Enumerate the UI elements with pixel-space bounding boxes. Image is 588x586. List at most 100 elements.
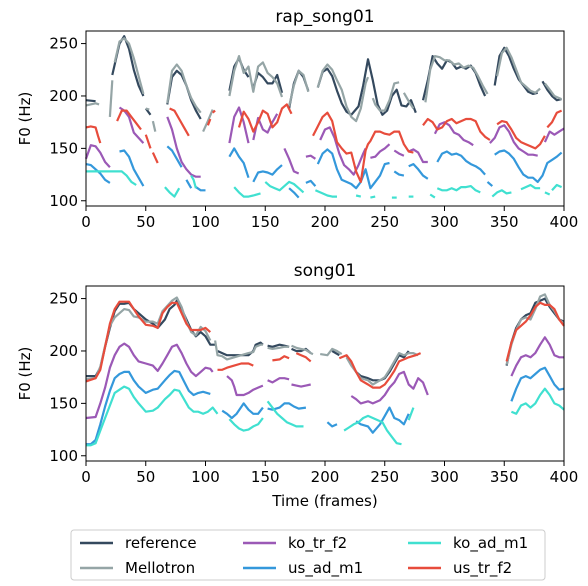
series-line-ko-ad-m1-4 (407, 407, 415, 421)
series-line-mellotron-13 (496, 46, 541, 94)
x-tick-label: 350 (490, 468, 519, 486)
x-tick-label: 100 (191, 213, 220, 231)
y-tick-label: 200 (49, 342, 78, 360)
series-line-ko-ad-m1-12 (491, 189, 512, 198)
axes-frame (85, 30, 565, 207)
series-line-us-ad-m1-1 (119, 149, 145, 187)
series-line-ko-tr-f2-8 (370, 143, 391, 159)
series-line-reference-4 (331, 350, 340, 357)
x-tick-label: 50 (136, 468, 155, 486)
series-line-us-ad-m1-4 (355, 406, 410, 434)
chart-title: rap_song01 (275, 7, 374, 27)
series-line-reference-7 (316, 58, 417, 116)
series-line-ko-tr-f2-5 (510, 336, 564, 377)
series-line-ko-ad-m1-6 (355, 194, 362, 198)
chart-title: song01 (294, 261, 356, 281)
series-line-us-ad-m1-12 (436, 150, 486, 176)
series-line-ko-tr-f2-2 (166, 116, 201, 178)
series-line-ko-ad-m1-13 (520, 183, 541, 191)
series-line-us-ad-m1-0 (86, 369, 211, 446)
legend-label-ko-tr-f2: ko_tr_f2 (288, 534, 347, 553)
y-tick-label: 250 (49, 290, 78, 308)
y-tick-label: 100 (49, 192, 78, 210)
series-line-ko-ad-m1-0 (86, 385, 219, 447)
series-line-reference-10 (541, 80, 562, 102)
series-line-mellotron-7 (228, 55, 284, 98)
series-line-us-ad-m1-11 (408, 163, 429, 180)
series-line-ko-tr-f2-2 (267, 377, 290, 384)
x-tick-label: 250 (370, 468, 399, 486)
series-line-ko-tr-f2-0 (84, 144, 111, 168)
series-line-ko-ad-m1-1 (164, 186, 181, 198)
series-line-mellotron-11 (402, 92, 415, 110)
series-line-mellotron-2 (267, 345, 290, 350)
series-line-us-ad-m1-2 (166, 145, 183, 168)
series-line-us-tr-f2-0 (85, 125, 102, 144)
series-line-ko-tr-f2-1 (226, 375, 264, 397)
series-line-us-ad-m1-3 (326, 421, 338, 428)
x-tick-label: 50 (136, 213, 155, 231)
series-line-us-tr-f2-8 (312, 111, 414, 183)
subplot-song01: 0 50 100 150 200 250 300 350 400 100 150 200 250 song… (16, 261, 578, 510)
legend-label-us-ad-m1: us_ad_m1 (288, 559, 363, 578)
series-line-us-tr-f2-2 (272, 355, 290, 362)
series-line-ko-tr-f2-11 (433, 121, 474, 147)
series-line-mellotron-14 (544, 82, 563, 101)
series-line-mellotron-5 (166, 63, 202, 114)
series-line-ko-tr-f2-3 (228, 106, 250, 144)
series-line-us-ad-m1-8 (305, 179, 317, 187)
y-axis-label: F0 (Hz) (16, 92, 34, 146)
x-tick-label: 200 (311, 213, 340, 231)
x-tick-label: 400 (550, 468, 579, 486)
x-tick-label: 350 (490, 213, 519, 231)
series-line-ko-ad-m1-2 (190, 175, 197, 189)
series-line-us-tr-f2-2 (144, 134, 152, 149)
series-line-us-ad-m1-3 (185, 179, 193, 189)
legend: reference Mellotron ko_tr_f2 us_ad_m1 ko_ad_… (70, 529, 546, 581)
series-line-mellotron-6 (202, 109, 214, 133)
series-line-ko-tr-f2-1 (118, 106, 145, 144)
series-line-us-ad-m1-13 (486, 181, 494, 187)
x-tick-label: 300 (430, 468, 459, 486)
series-line-mellotron-3 (291, 344, 314, 356)
series-line-reference-1 (217, 341, 264, 357)
series-line-us-tr-f2-11 (546, 109, 563, 129)
series-line-us-tr-f2-0 (85, 300, 212, 383)
series-line-ko-tr-f2-9 (393, 149, 405, 157)
series-line-mellotron-8 (288, 69, 310, 107)
series-line-mellotron-10 (371, 81, 400, 112)
series-line-us-tr-f2-1 (217, 362, 254, 371)
series-line-us-ad-m1-5 (228, 147, 250, 179)
x-tick-label: 0 (81, 213, 91, 231)
series-line-us-tr-f2-6 (211, 109, 216, 114)
series-line-us-tr-f2-1 (116, 109, 142, 131)
series-line-ko-tr-f2-6 (305, 154, 317, 160)
series-line-reference-0 (85, 99, 96, 103)
x-tick-label: 0 (81, 468, 91, 486)
series-line-reference-1 (111, 35, 145, 97)
series-line-us-tr-f2-5 (206, 118, 212, 126)
y-tick-label: 150 (49, 139, 78, 157)
series-line-ko-ad-m1-4 (264, 180, 305, 194)
series-line-us-ad-m1-9 (316, 148, 390, 190)
series-line-us-tr-f2-10 (496, 120, 546, 150)
series-line-mellotron-2 (113, 37, 145, 95)
series-line-mellotron-1 (108, 80, 114, 117)
series-line-us-tr-f2-3 (295, 352, 312, 363)
series-line-ko-ad-m1-11 (436, 185, 481, 194)
series-line-mellotron-4 (151, 120, 157, 132)
x-tick-label: 300 (430, 213, 459, 231)
series-line-ko-tr-f2-12 (489, 124, 538, 157)
series-line-us-ad-m1-7 (288, 187, 300, 199)
series-line-ko-ad-m1-5 (314, 189, 337, 198)
series-line-mellotron-0 (85, 102, 100, 107)
series-line-mellotron-9 (316, 63, 370, 123)
y-tick-label: 150 (49, 394, 78, 412)
series-line-mellotron-3 (145, 107, 150, 111)
series-line-ko-tr-f2-7 (319, 126, 367, 176)
series-line-ko-ad-m1-3 (343, 414, 402, 446)
series-line-ko-tr-f2-5 (283, 147, 300, 175)
y-tick-label: 250 (49, 35, 78, 53)
series-line-reference-5 (252, 71, 284, 94)
